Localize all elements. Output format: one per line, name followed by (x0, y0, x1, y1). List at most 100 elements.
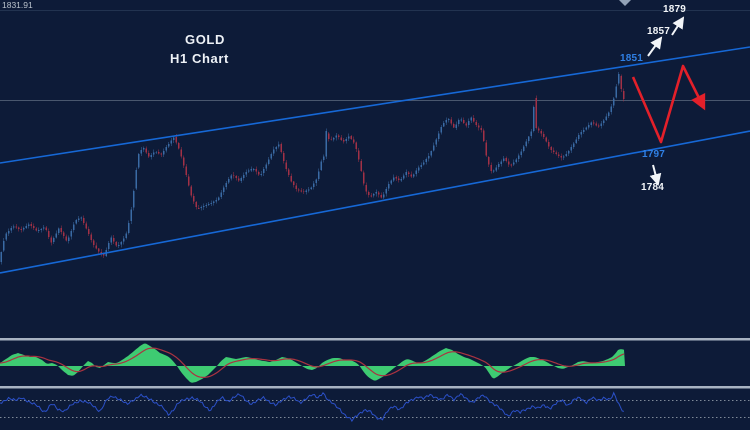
candle-body (152, 152, 155, 155)
target-arrow (649, 164, 662, 186)
candle-body (65, 236, 68, 241)
candle-body (425, 159, 428, 162)
candle-body (515, 159, 518, 163)
candle-body (177, 143, 180, 149)
candle-body (87, 228, 90, 234)
symbol-title: GOLD (185, 32, 225, 47)
target-label-1784: 1784 (641, 182, 665, 193)
candle-body (507, 161, 510, 165)
candle-body (30, 224, 33, 226)
candle-body (410, 174, 413, 177)
candle-body (27, 224, 30, 226)
candle-body (430, 151, 433, 156)
candle-body (15, 226, 18, 228)
candle-body (122, 238, 125, 242)
candle-body (590, 122, 593, 125)
candle-body (562, 156, 565, 158)
candle-body (492, 170, 495, 172)
candle-body (355, 142, 358, 150)
candle-body (300, 190, 303, 192)
candle-body (437, 133, 440, 139)
candle-body (582, 129, 585, 132)
candle-body (127, 222, 130, 233)
candle-body (112, 237, 115, 242)
candle-body (500, 161, 503, 164)
candle-body (457, 120, 460, 124)
candle-body (172, 137, 175, 141)
candle-body (250, 169, 253, 171)
candle-body (102, 253, 105, 256)
candle-body (182, 157, 185, 166)
candle-body (200, 207, 203, 209)
candle-body (257, 172, 260, 175)
target-arrow (671, 16, 685, 36)
target-label-1879: 1879 (663, 4, 687, 15)
candle-body (282, 153, 285, 162)
candle-body (265, 164, 268, 169)
candle-body (597, 125, 600, 127)
oscillator-line (0, 391, 625, 423)
candle-body (375, 192, 378, 194)
candle-body (35, 228, 38, 231)
candle-body (5, 233, 8, 240)
candle-body (72, 224, 75, 231)
candle-body (560, 156, 563, 158)
candle-body (97, 248, 100, 252)
candle-body (527, 136, 530, 142)
candle-body (522, 146, 525, 151)
candle-body (465, 123, 468, 126)
candle-body (555, 152, 558, 155)
candle-body (380, 195, 383, 198)
candle-body (417, 167, 420, 171)
candle-body (187, 176, 190, 186)
candle-body (110, 237, 113, 243)
candle-body (260, 173, 263, 175)
signal-line (0, 347, 625, 378)
candle-body (227, 179, 230, 183)
candle-body (120, 242, 123, 245)
candle-body (565, 153, 568, 157)
candle-body (20, 229, 23, 230)
candle-body (270, 153, 273, 159)
candle-body (77, 218, 80, 220)
candle-body (205, 205, 208, 206)
candle-body (140, 149, 143, 154)
candle-body (370, 195, 373, 197)
trend-channel (0, 46, 750, 274)
candle-body (317, 171, 320, 179)
candle-body (385, 188, 388, 194)
candle-body (2, 240, 5, 251)
candle-body (95, 245, 98, 249)
candle-body (52, 238, 55, 243)
candle-body (10, 228, 13, 231)
candle-body (135, 170, 138, 189)
candle-body (585, 127, 588, 130)
candle-body (307, 189, 310, 191)
candle-body (622, 91, 625, 100)
candle-body (470, 117, 473, 121)
candle-body (180, 149, 183, 157)
candle-body (490, 165, 493, 171)
candle-body (592, 122, 595, 124)
candle-body (452, 123, 455, 128)
candle-body (67, 237, 70, 242)
candle-body (280, 144, 283, 153)
candle-body (247, 170, 250, 172)
candle-body (402, 175, 405, 179)
candle-body (272, 149, 275, 154)
candle-body (412, 174, 415, 177)
candle-body (577, 135, 580, 139)
candle-body (337, 135, 340, 137)
candle-body (80, 217, 83, 219)
candle-body (497, 164, 500, 167)
candle-body (12, 226, 15, 228)
candle-body (262, 169, 265, 174)
candle-body (487, 157, 490, 165)
candle-body (287, 169, 290, 176)
candle-body (435, 139, 438, 145)
candle-body (292, 181, 295, 186)
candle-body (512, 162, 515, 165)
candle-body (107, 243, 110, 250)
